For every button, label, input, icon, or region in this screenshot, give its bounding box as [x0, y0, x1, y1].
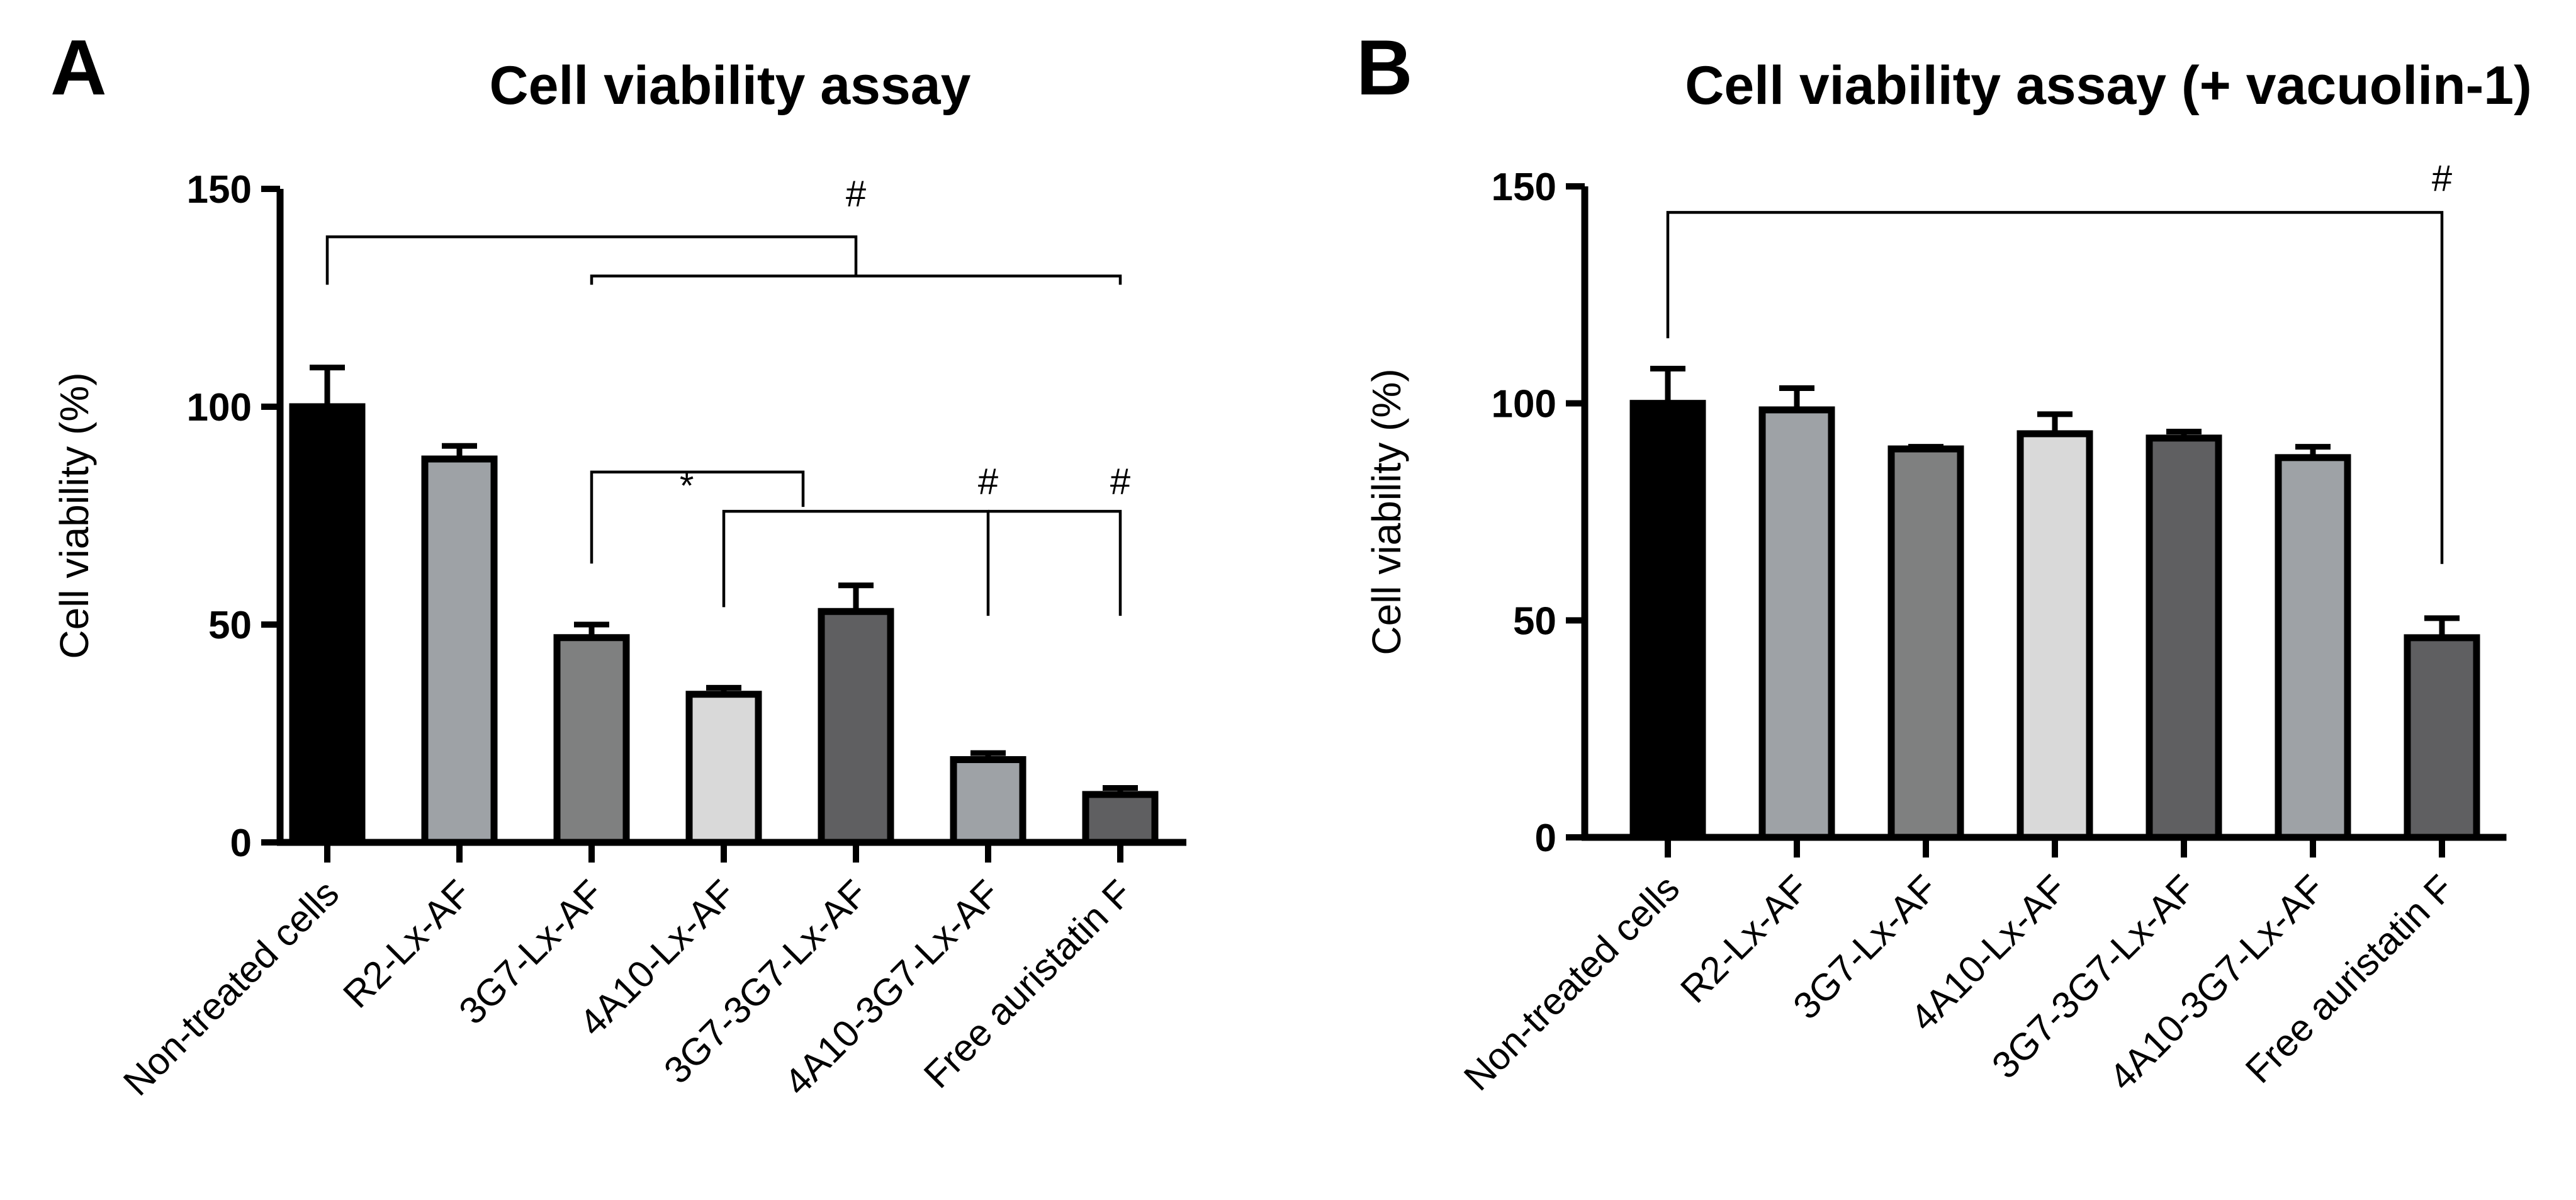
- panel-a-bar: [421, 455, 498, 846]
- panel-b-y-tick-label: 100: [1492, 383, 1556, 426]
- panel-b-bar: [2404, 634, 2480, 841]
- panel-a-significance-bracket: [988, 509, 1122, 616]
- panel-a-y-axis-label: Cell viability (%): [52, 372, 97, 659]
- panel-a-bar: [553, 634, 630, 846]
- panel-b-significance-label: #: [2432, 158, 2452, 199]
- panel-a-y-tick-label: 0: [230, 822, 252, 865]
- panel-b-bar: [1887, 445, 1964, 841]
- panel-a-bar: [818, 608, 894, 846]
- panel-a-significance-label: #: [846, 174, 866, 215]
- panel-a-y-tick-label: 50: [208, 604, 252, 647]
- panel-a-significance-label: *: [680, 465, 694, 506]
- panel-a-significance-bracket: [325, 235, 1122, 285]
- panel-a-bar: [950, 756, 1026, 846]
- panel-a-letter: A: [50, 25, 107, 111]
- panel-a-bar: [1082, 791, 1159, 846]
- panel-a-y-tick-label: 150: [187, 168, 252, 212]
- panel-b-y-tick-label: 50: [1513, 599, 1556, 643]
- panel-a-chart: A Cell viability assay Cell viability (%) 0…: [50, 25, 1186, 1104]
- panel-b-bar: [1629, 400, 1706, 841]
- panel-a-y-tick-label: 100: [187, 386, 252, 429]
- panel-a-significance-label: #: [978, 461, 998, 502]
- panel-b-bar: [2016, 430, 2093, 841]
- panel-b-bar: [2146, 434, 2222, 841]
- panel-a-x-tick-label: Non-treated cells: [115, 872, 347, 1104]
- panel-b-bar: [1758, 406, 1835, 841]
- panel-b-y-tick-label: 0: [1535, 817, 1556, 860]
- panel-b-bar: [2275, 454, 2351, 841]
- panel-a-title: Cell viability assay: [490, 55, 971, 116]
- panel-a-significance-bracket: [590, 470, 805, 564]
- panel-b-y-axis-label: Cell viability (%): [1364, 368, 1409, 655]
- panel-b-letter: B: [1356, 25, 1413, 111]
- panel-b-x-tick-label: 4A10-3G7-Lx-AF: [2101, 867, 2332, 1099]
- panel-a-significance-bracket: [722, 509, 990, 616]
- panel-b-y-tick-label: 150: [1492, 166, 1556, 209]
- panel-a-bar: [685, 691, 762, 846]
- panel-b-chart: B Cell viability assay (+ vacuolin-1) Cell…: [1356, 25, 2532, 1099]
- panel-a-bar: [289, 403, 366, 846]
- panel-b-x-tick-label: Non-treated cells: [1456, 867, 1687, 1099]
- panel-b-significance-bracket: [1666, 211, 2444, 564]
- panel-b-title: Cell viability assay (+ vacuolin-1): [1685, 55, 2532, 116]
- panel-a-significance-label: #: [1110, 461, 1130, 502]
- panel-a-x-tick-label: R2-Lx-AF: [335, 872, 479, 1016]
